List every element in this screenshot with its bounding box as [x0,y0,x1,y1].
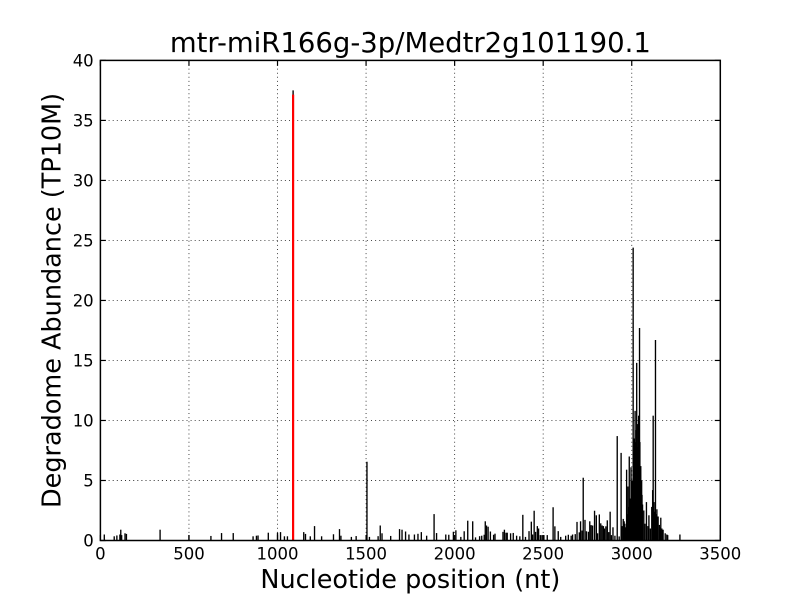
x-tick-label: 3000 [611,545,653,564]
y-axis-label: Degradome Abundance (TP10M) [38,93,68,508]
y-tick-label: 25 [73,232,94,251]
y-tick-label: 40 [73,52,94,71]
x-tick-label: 3500 [699,545,741,564]
y-tick-label: 0 [83,532,94,551]
chart-title: mtr-miR166g-3p/Medtr2g101190.1 [170,27,651,59]
y-tick-label: 20 [73,292,94,311]
x-tick-label: 0 [95,545,106,564]
degradome-spike-lines [103,90,681,541]
x-tick-label: 2000 [434,545,476,564]
axis-tick-labels: 0 500 1000 1500 2000 2500 3000 3500 0 5 10 15 20 25 30… [73,52,742,564]
y-tick-label: 35 [73,112,94,131]
y-tick-label: 15 [73,352,94,371]
x-tick-label: 2500 [522,545,564,564]
y-tick-label: 30 [73,172,94,191]
x-axis-label: Nucleotide position (nt) [260,565,560,595]
y-tick-label: 5 [83,472,94,491]
x-tick-label: 500 [173,545,205,564]
x-tick-label: 1500 [345,545,387,564]
axis-tick-marks [99,59,721,542]
y-tick-label: 10 [73,412,94,431]
grid-lines [100,60,721,541]
x-tick-label: 1000 [257,545,299,564]
